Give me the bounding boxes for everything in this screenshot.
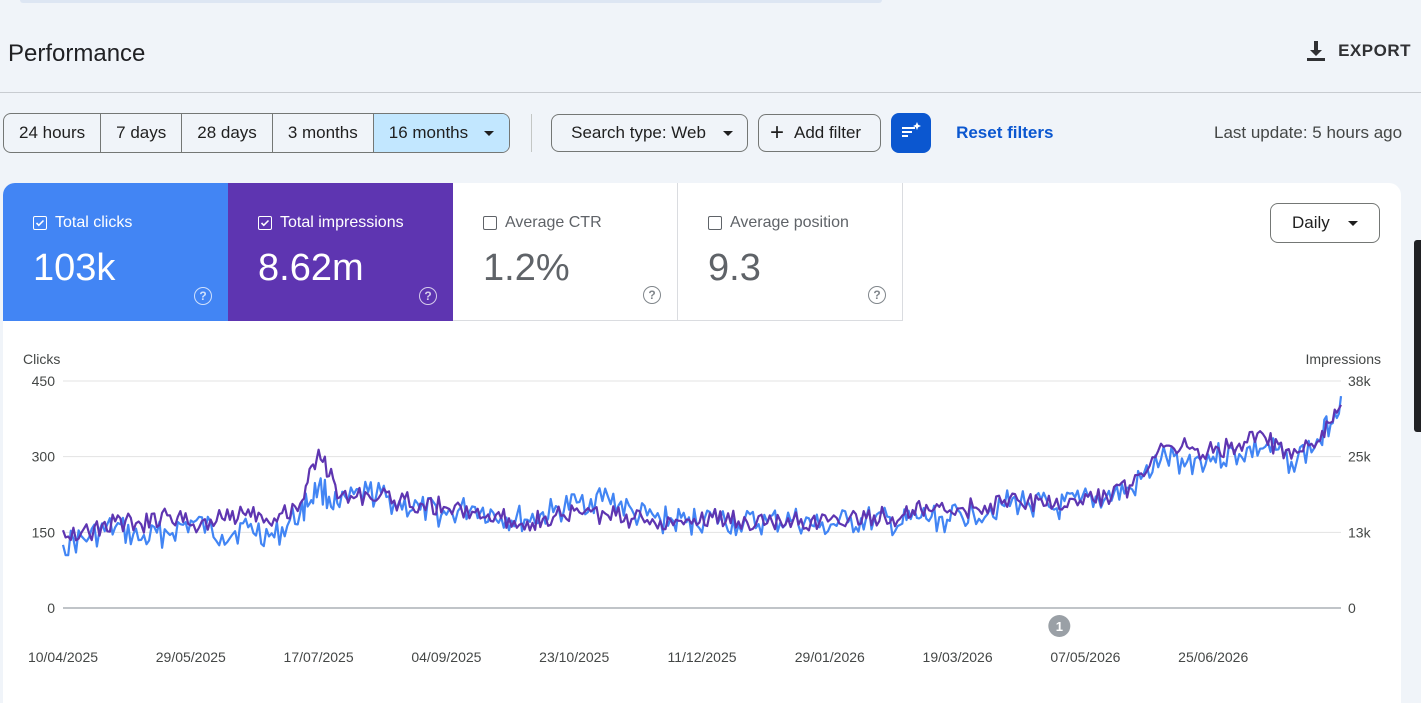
last-update-text: Last update: 5 hours ago [1214,123,1403,142]
caret-down-icon [484,130,495,136]
checkbox-unchecked-icon[interactable] [708,216,722,230]
annotation-marker [1048,615,1071,637]
reset-filters-link[interactable]: Reset filters [956,123,1054,142]
right-tick-label: 13k [1348,524,1372,540]
help-icon[interactable]: ? [643,286,661,304]
metric-total-impressions[interactable]: Total impressions 8.62m ? [228,183,453,321]
x-tick-label: 19/03/2026 [923,649,993,665]
help-icon[interactable]: ? [194,287,212,305]
right-tick-label: 38k [1348,373,1372,389]
metric-label: Average CTR [505,214,602,231]
range-28-days[interactable]: 28 days [182,114,273,152]
ai-filter-button[interactable] [891,113,932,153]
filter-divider [531,114,533,152]
plus-icon: + [769,119,784,146]
left-tick-label: 450 [32,373,56,389]
download-icon [1306,40,1326,62]
range-16-months[interactable]: 16 months [373,114,510,152]
performance-card: Total clicks 103k ? Total impressions 8.… [3,183,1401,703]
metric-average-position[interactable]: Average position 9.3 ? [678,183,903,321]
metric-label: Total clicks [55,214,133,231]
metric-label: Total impressions [280,214,404,231]
x-tick-label: 29/01/2026 [795,649,865,665]
granularity-dropdown[interactable]: Daily [1270,203,1380,243]
caret-down-icon [1347,220,1358,226]
x-tick-label: 04/09/2025 [411,649,481,665]
x-tick-label: 25/06/2026 [1178,649,1248,665]
add-filter-button[interactable]: + Add filter [757,114,882,152]
metric-average-ctr[interactable]: Average CTR 1.2% ? [453,183,678,321]
x-tick-label: 17/07/2025 [284,649,354,665]
performance-chart: Clicks Impressions 0 150 300 450 0 13k 25k 38k 10/… [23,351,1381,665]
x-tick-label: 07/05/2026 [1050,649,1120,665]
metric-value: 103k [33,247,116,289]
x-tick-label: 10/04/2025 [28,649,98,665]
metric-value: 8.62m [258,247,364,289]
clicks-series-line [61,395,1343,557]
impressions-series-line [61,404,1342,542]
export-button[interactable]: EXPORT [1306,40,1411,62]
x-tick-label: 11/12/2025 [667,649,736,665]
annotation-label: 1 [1056,619,1063,634]
left-axis-title: Clicks [23,351,60,367]
range-3-months[interactable]: 3 months [273,114,374,152]
help-icon[interactable]: ? [868,286,886,304]
help-icon[interactable]: ? [419,287,437,305]
caret-down-icon [722,130,733,136]
x-tick-label: 23/10/2025 [539,649,609,665]
header-divider [0,92,1421,93]
metric-value: 9.3 [708,247,761,289]
x-tick-label: 29/05/2025 [156,649,226,665]
export-label: EXPORT [1338,41,1411,60]
page-title: Performance [8,40,146,67]
range-24-hours[interactable]: 24 hours [4,114,102,152]
left-tick-label: 150 [32,524,56,540]
checkbox-checked-icon[interactable] [33,216,47,230]
range-7-days[interactable]: 7 days [101,114,183,152]
sparkle-filter-icon [900,120,922,147]
left-tick-label: 0 [47,600,55,616]
metric-value: 1.2% [483,247,570,289]
right-tick-label: 25k [1348,449,1372,465]
metric-total-clicks[interactable]: Total clicks 103k ? [3,183,228,321]
filter-bar: 24 hours 7 days 28 days 3 months 16 mont… [3,113,1053,153]
search-type-dropdown[interactable]: Search type: Web [551,114,748,152]
metric-label: Average position [730,214,849,231]
right-axis-title: Impressions [1306,351,1381,367]
checkbox-unchecked-icon[interactable] [483,216,497,230]
side-panel-edge [1414,240,1421,432]
date-range-selector: 24 hours 7 days 28 days 3 months 16 mont… [3,113,511,153]
right-tick-label: 0 [1348,600,1356,616]
left-tick-label: 300 [32,449,56,465]
top-strip [20,0,882,3]
checkbox-checked-icon[interactable] [258,216,272,230]
